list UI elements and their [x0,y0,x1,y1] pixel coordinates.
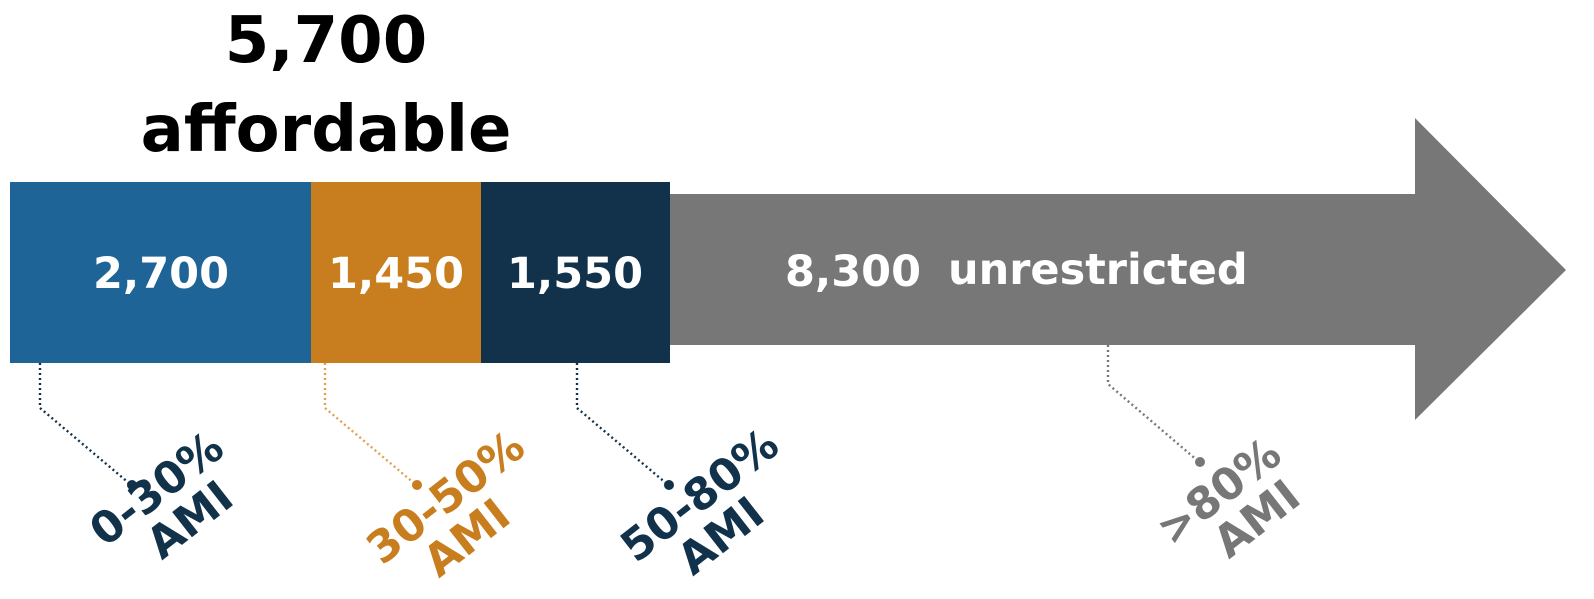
total-label: affordable [141,93,512,167]
value-label-0-30: 2,700 [93,249,229,299]
leader-line-over-80 [1106,345,1205,467]
total-value: 5,700 [225,4,427,78]
category-label-50-80: 50-80% AMI [611,419,788,586]
category-label-30-50: 30-50% AMI [357,421,534,588]
leader-line-30-50 [323,363,422,490]
value-label-30-50: 1,450 [328,249,464,299]
leader-line-50-80 [575,363,674,490]
value-label-50-80: 1,550 [507,249,643,299]
bar-segment-0-30 [10,182,311,363]
category-label-over-80: >80% AMI [1147,428,1310,568]
bar-segment-50-80 [481,182,670,363]
arrow-segment-over-80 [670,118,1566,420]
bar-segment-30-50 [311,182,481,363]
unrestricted-label: unrestricted [948,245,1248,295]
category-label-0-30: 0-30% AMI [80,422,243,570]
value-label-over-80: 8,300 [785,247,921,297]
leader-line-0-30 [38,363,137,490]
